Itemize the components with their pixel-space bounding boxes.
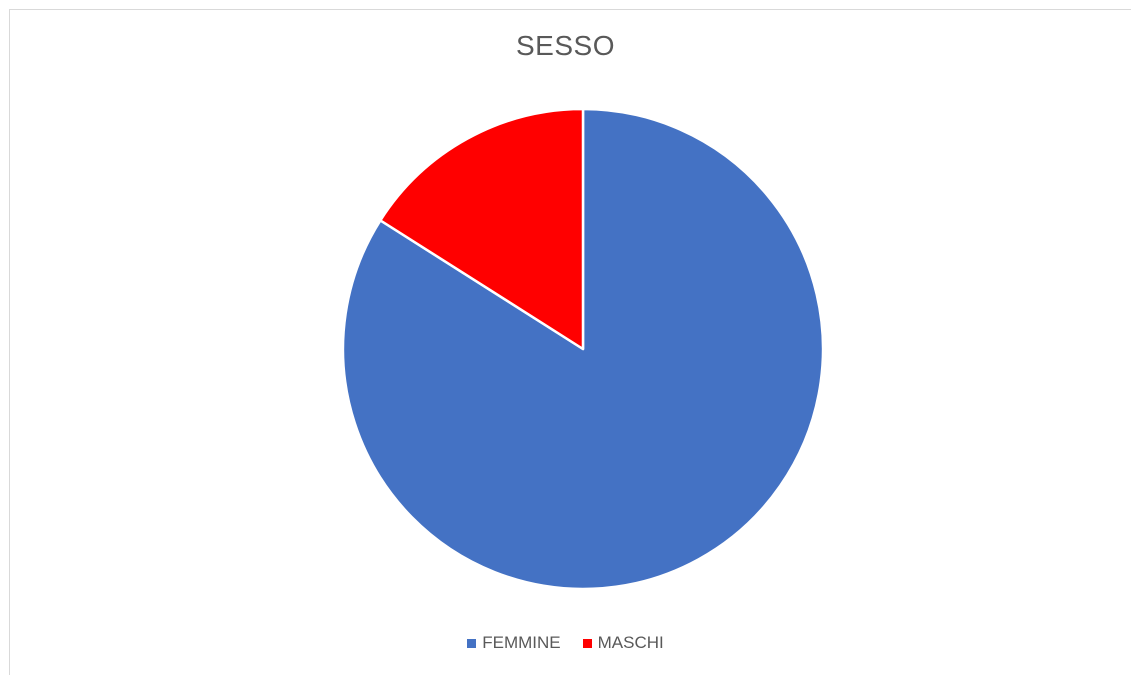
legend-swatch-maschi bbox=[582, 638, 592, 648]
legend-swatch-femmine bbox=[467, 638, 477, 648]
legend-label-maschi: MASCHI bbox=[597, 633, 664, 652]
legend-label-femmine: FEMMINE bbox=[482, 633, 561, 652]
pie-slices bbox=[341, 107, 825, 591]
legend: FEMMINE MASCHI bbox=[0, 633, 1131, 653]
legend-item-maschi: MASCHI bbox=[582, 633, 664, 653]
chart-title: SESSO bbox=[516, 30, 615, 61]
legend-item-femmine: FEMMINE bbox=[467, 633, 561, 653]
pie-slice-maschi bbox=[379, 107, 585, 351]
